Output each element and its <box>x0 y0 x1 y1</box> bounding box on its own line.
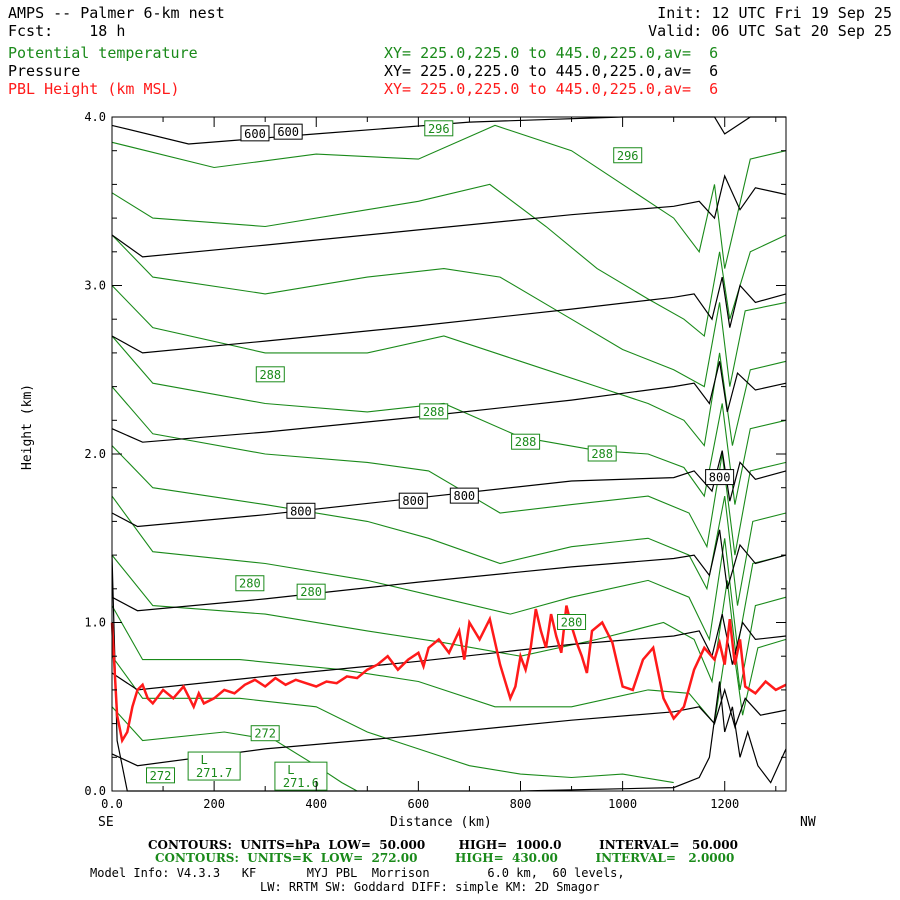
x-tick-label-2: 400 <box>305 797 327 811</box>
pressure-label-3-box <box>398 492 428 509</box>
field-xy-pressure: XY= 225.0,225.0 to 445.0,225.0,av= 6 <box>384 62 719 80</box>
x-tick-label-0: 0.0 <box>101 797 123 811</box>
low-letter-1: L <box>287 763 294 777</box>
field-name-theta: Potential temperature <box>8 44 198 62</box>
theta-label-8-box <box>557 614 587 630</box>
pressure-contour-700 <box>111 276 787 354</box>
y-axis-label: Height (km) <box>20 383 35 470</box>
theta-contour-6 <box>111 445 787 606</box>
theta-contour-10 <box>111 655 674 784</box>
theta-label-6-box <box>235 575 265 592</box>
low-box-1 <box>274 761 328 791</box>
axis-tick-group: 0.0 200 400 600 800 1000 1200 0.0 1.0 2.0 3.0 4.0 <box>84 110 786 811</box>
cross-section-chart: 600 600 800 800 800 800 296 296 288 288 288 288 280 2… <box>84 110 787 811</box>
theta-contour-1 <box>111 183 787 338</box>
x-axis-left-end: SE <box>98 815 114 830</box>
pressure-label-5: 800 <box>709 471 731 485</box>
pressure-label-5-box <box>705 469 735 486</box>
pressure-label-2-box <box>286 502 316 519</box>
chart-title: AMPS -- Palmer 6-km nest <box>8 4 225 22</box>
footer-physics-info: LW: RRTM SW: Goddard DIFF: simple KM: 2D… <box>260 880 600 894</box>
theta-label-6: 280 <box>239 577 261 591</box>
init-time: Init: 12 UTC Fri 19 Sep 25 <box>657 4 892 22</box>
pressure-label-1: 600 <box>277 125 299 139</box>
theta-label-1-box <box>613 147 643 164</box>
theta-label-10-box <box>146 767 176 784</box>
x-axis-right-end: NW <box>800 815 816 830</box>
pressure-label-4-box <box>449 487 479 504</box>
theta-label-3-box <box>419 403 449 420</box>
y-tick-label-2: 2.0 <box>84 447 106 461</box>
forecast-hour: Fcst: 18 h <box>8 22 126 40</box>
pressure-contour-850 <box>111 529 787 612</box>
plot-frame <box>111 116 787 792</box>
footer-model-info: Model Info: V4.3.3 KF MYJ PBL Morrison 6… <box>90 866 625 880</box>
pressure-label-0: 600 <box>244 127 266 141</box>
theta-label-0: 296 <box>428 122 450 136</box>
theta-label-5: 288 <box>591 447 613 461</box>
contour-label-group: 600 600 800 800 800 800 296 296 288 288 288 288 280 2… <box>146 120 735 791</box>
low-value-0: 271.7 <box>196 766 232 780</box>
x-tick-label-5: 1000 <box>608 797 637 811</box>
low-value-1: 271.6 <box>283 776 319 790</box>
theta-contour-8 <box>111 554 787 690</box>
x-tick-label-4: 800 <box>510 797 532 811</box>
low-box-0 <box>187 751 241 781</box>
pressure-contour-group <box>111 116 787 792</box>
theta-contour-7 <box>111 495 787 648</box>
field-name-pressure: Pressure <box>8 62 81 80</box>
field-xy-theta: XY= 225.0,225.0 to 445.0,225.0,av= 6 <box>384 44 719 62</box>
theta-contour-3 <box>111 285 787 447</box>
theta-label-9-box <box>250 725 280 742</box>
pressure-contour-800 <box>111 450 787 528</box>
theta-label-4-box <box>511 433 541 450</box>
pbl-height-group <box>110 605 787 744</box>
theta-label-0-box <box>424 120 454 137</box>
theta-contour-0 <box>111 124 787 269</box>
theta-contour-9 <box>111 605 787 725</box>
theta-label-2-box <box>255 366 285 383</box>
pressure-contour-650 <box>111 174 787 258</box>
valid-time: Valid: 06 UTC Sat 20 Sep 25 <box>648 22 892 40</box>
theta-label-9: 272 <box>254 727 276 741</box>
theta-label-3: 288 <box>423 405 445 419</box>
x-tick-label-3: 600 <box>408 797 430 811</box>
theta-label-4: 288 <box>515 435 537 449</box>
theta-contour-5 <box>111 386 787 556</box>
theta-label-10: 272 <box>150 769 172 783</box>
pressure-label-0-box <box>240 125 270 142</box>
y-tick-label-3: 3.0 <box>84 279 106 293</box>
theta-label-7: 280 <box>300 585 322 599</box>
theta-label-2: 288 <box>259 368 281 382</box>
y-tick-label-0: 0.0 <box>84 784 106 798</box>
pressure-contour-900 <box>111 613 787 691</box>
field-name-pbl: PBL Height (km MSL) <box>8 80 180 98</box>
pressure-label-2: 800 <box>290 504 312 518</box>
y-tick-label-1: 1.0 <box>84 616 106 630</box>
theta-label-1: 296 <box>617 149 639 163</box>
y-tick-label-4: 4.0 <box>84 110 106 124</box>
pressure-contour-750 <box>111 361 787 443</box>
x-tick-label-6: 1200 <box>710 797 739 811</box>
footer-pressure-contours: CONTOURS: UNITS=hPa LOW= 50.000 HIGH= 10… <box>148 838 738 852</box>
theta-label-8: 280 <box>561 616 583 630</box>
x-axis-label: Distance (km) <box>390 815 492 830</box>
x-tick-label-1: 200 <box>203 797 225 811</box>
pressure-contour-950 <box>111 687 787 767</box>
pressure-label-3: 800 <box>402 494 424 508</box>
pressure-label-1-box <box>273 123 303 140</box>
pressure-label-4: 800 <box>453 489 475 503</box>
theta-contour-group <box>111 124 787 792</box>
theta-contour-4 <box>111 335 787 505</box>
footer-theta-contours: CONTOURS: UNITS=K LOW= 272.00 HIGH= 430.… <box>155 851 735 865</box>
theta-label-7-box <box>296 583 326 600</box>
field-xy-pbl: XY= 225.0,225.0 to 445.0,225.0,av= 6 <box>384 80 719 98</box>
pbl-height-line <box>110 605 787 744</box>
theta-label-5-box <box>587 445 617 462</box>
low-letter-0: L <box>201 753 208 767</box>
theta-contour-2 <box>111 234 787 388</box>
